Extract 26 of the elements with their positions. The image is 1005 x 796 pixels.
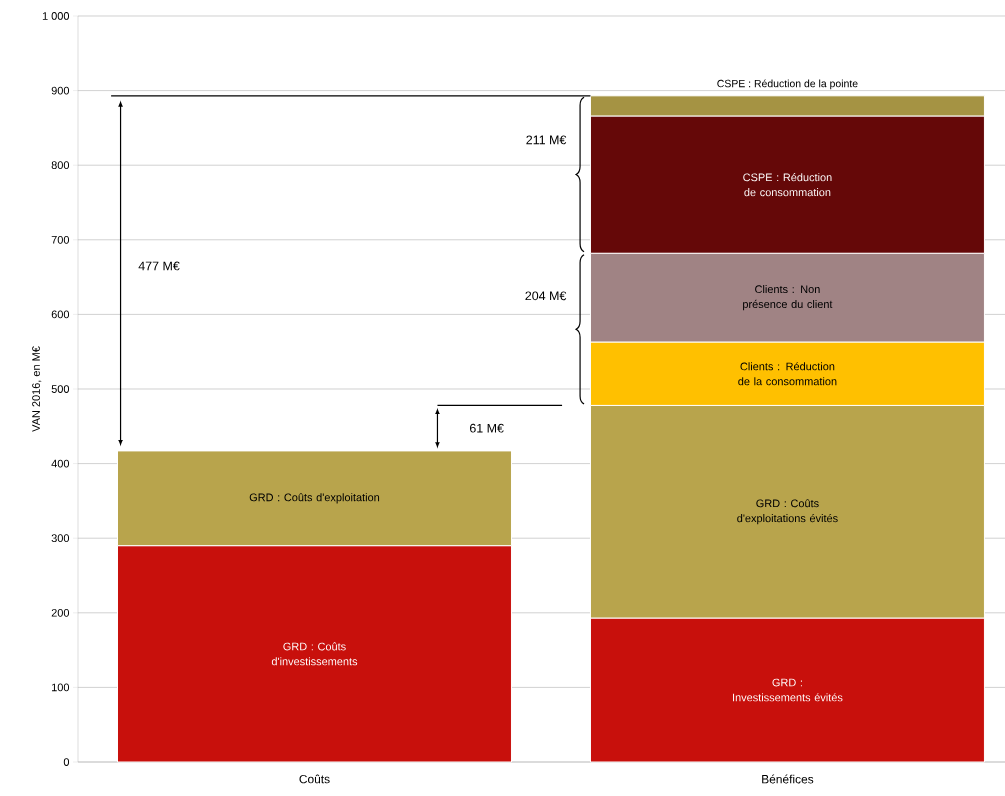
series-label: GRD : Coûts d'exploitation — [249, 493, 380, 504]
annotation: 211 M€ — [526, 135, 567, 145]
series-label: GRD : Coûts d'investissements — [271, 642, 358, 666]
series-label: CSPE : Réduction de consommation — [743, 173, 832, 197]
y-tick-label: 300 — [51, 534, 70, 543]
y-tick-label: 100 — [52, 683, 70, 692]
series-label: GRD : Investissements évités — [733, 678, 843, 702]
y-tick-label: 700 — [51, 235, 70, 244]
series-label: GRD : Coûts d'exploitations évités — [737, 499, 838, 525]
annotation: 477 M€ — [138, 261, 180, 271]
x-tick-label: Coûts — [299, 774, 330, 784]
y-tick-label: 600 — [51, 310, 70, 319]
y-axis-title: VAN 2016, en M€ — [32, 346, 42, 432]
series-label: Clients : Réduction de la consommation — [738, 362, 837, 386]
y-tick-label: 500 — [51, 385, 70, 393]
y-tick-label: 1 000 — [42, 12, 70, 20]
series-label: CSPE : Réduction de la pointe — [717, 79, 858, 90]
annotation: 61 M€ — [469, 423, 504, 433]
y-tick-label: 200 — [51, 608, 70, 617]
y-tick-label: 800 — [51, 161, 70, 170]
x-tick-label: Bénéfices — [762, 774, 814, 784]
series-label: Clients : Non présence du client — [743, 285, 833, 311]
y-tick-label: 900 — [51, 86, 70, 95]
annotation: 204 M€ — [525, 291, 567, 301]
y-tick-label: 0 — [63, 758, 70, 766]
y-tick-label: 400 — [51, 459, 70, 468]
